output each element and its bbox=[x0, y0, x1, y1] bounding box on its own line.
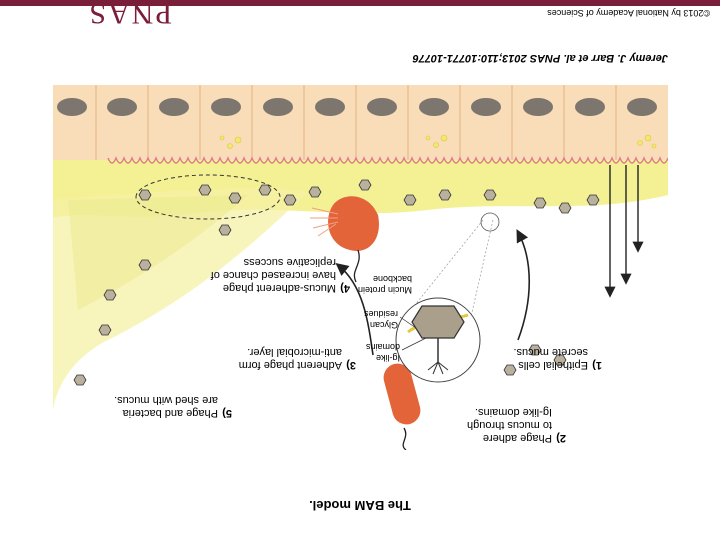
svg-text:Glycan: Glycan bbox=[370, 320, 398, 330]
svg-text:anti-microbial layer.: anti-microbial layer. bbox=[247, 346, 342, 358]
secretion-arrows bbox=[604, 165, 644, 298]
magnified-phage-capsid bbox=[411, 305, 465, 339]
svg-text:replicative success: replicative success bbox=[243, 256, 336, 268]
svg-text:have increased chance of: have increased chance of bbox=[210, 269, 336, 281]
step-1-label: 1) Epithelial cells secrete mucus. bbox=[513, 346, 602, 371]
svg-text:Ig-like: Ig-like bbox=[376, 353, 400, 363]
zoom-inset bbox=[395, 212, 500, 383]
adhesion-arrow bbox=[516, 229, 530, 341]
svg-text:Epithelial cells: Epithelial cells bbox=[518, 359, 588, 371]
bacterium-rod bbox=[383, 363, 421, 450]
svg-text:Phage adhere: Phage adhere bbox=[483, 432, 552, 444]
copyright-notice: ©2013 by National Academy of Sciences bbox=[547, 8, 710, 18]
svg-text:backbone: backbone bbox=[373, 274, 412, 284]
svg-text:Mucin protein: Mucin protein bbox=[358, 285, 412, 295]
svg-text:5): 5) bbox=[222, 407, 232, 419]
svg-text:Adherent phage form: Adherent phage form bbox=[239, 359, 342, 371]
svg-text:Phage and bacteria: Phage and bacteria bbox=[122, 407, 218, 419]
phage-particles bbox=[73, 179, 600, 386]
svg-text:domains: domains bbox=[365, 342, 400, 352]
svg-text:Mucus-adherent phage: Mucus-adherent phage bbox=[223, 282, 336, 294]
step-5-label: 5) Phage and bacteria are shed with mucu… bbox=[114, 394, 232, 419]
step-3-label: 3) Adherent phage form anti-microbial la… bbox=[239, 346, 356, 371]
svg-text:secrete mucus.: secrete mucus. bbox=[513, 346, 588, 358]
svg-text:Ig-like domains.: Ig-like domains. bbox=[475, 406, 552, 418]
svg-text:residues: residues bbox=[363, 309, 398, 319]
inset-labels: Ig-like domains Glycan residues Mucin pr… bbox=[358, 274, 427, 363]
svg-text:1): 1) bbox=[592, 359, 602, 371]
slide-title: The BAM model. bbox=[309, 498, 411, 513]
svg-text:to mucus through: to mucus through bbox=[467, 419, 552, 431]
step-2-label: 2) Phage adhere to mucus through Ig-like… bbox=[467, 406, 566, 444]
citation: Jeremy J. Barr et al. PNAS 2013;110:1077… bbox=[412, 52, 668, 64]
epithelial-cell-row bbox=[53, 85, 668, 164]
bam-model-figure: 1) Epithelial cells secrete mucus. 2) Ph… bbox=[53, 85, 668, 450]
phage-cluster-ellipse bbox=[135, 174, 281, 220]
bacteria-arrow bbox=[335, 262, 374, 356]
lysed-bacterium bbox=[310, 196, 379, 283]
svg-text:4): 4) bbox=[340, 282, 350, 294]
brand-bar bbox=[0, 0, 720, 6]
svg-text:2): 2) bbox=[556, 432, 566, 444]
svg-text:3): 3) bbox=[346, 359, 356, 371]
svg-text:are shed with mucus.: are shed with mucus. bbox=[114, 394, 218, 406]
step-4-label: 4) Mucus-adherent phage have increased c… bbox=[210, 256, 350, 294]
